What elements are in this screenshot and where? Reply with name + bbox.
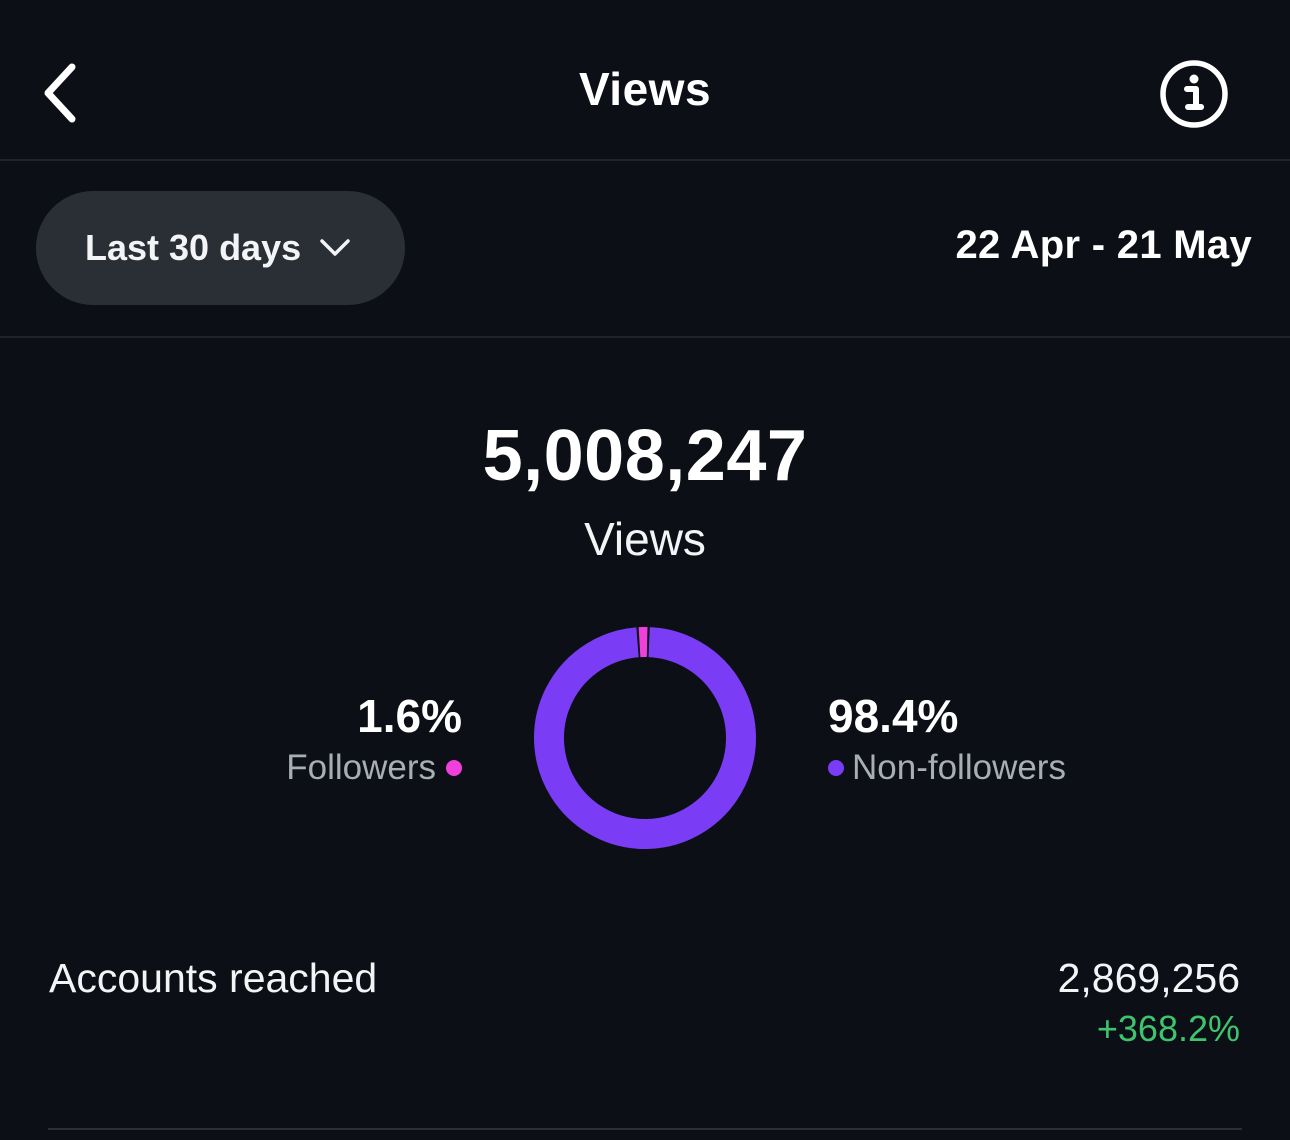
- non-followers-legend: Non-followers: [828, 744, 1066, 792]
- followers-legend-dot: [446, 760, 462, 776]
- info-button[interactable]: [1158, 58, 1230, 130]
- top-navigation-bar: Views: [0, 0, 1290, 161]
- accounts-reached-label: Accounts reached: [49, 955, 378, 1001]
- info-icon: [1160, 60, 1228, 128]
- chevron-down-icon: [319, 238, 351, 258]
- non-followers-percent: 98.4%: [828, 690, 959, 742]
- accounts-reached-change: +368.2%: [1096, 1008, 1240, 1049]
- total-views-label: Views: [584, 513, 706, 565]
- non-followers-segment: [534, 627, 756, 849]
- total-views-value: 5,008,247: [482, 416, 808, 496]
- non-followers-stat: 98.4% Non-followers: [828, 688, 1066, 792]
- date-range-text: 22 Apr - 21 May: [955, 223, 1252, 267]
- followers-stat: 1.6% Followers: [286, 688, 462, 792]
- followers-label: Followers: [286, 748, 436, 787]
- divider: [48, 1128, 1242, 1130]
- non-followers-label: Non-followers: [852, 748, 1066, 787]
- accounts-reached-value: 2,869,256: [1057, 955, 1240, 1001]
- followers-percent: 1.6%: [357, 690, 462, 742]
- page-title: Views: [578, 63, 712, 115]
- views-donut-chart: [534, 627, 756, 849]
- non-followers-legend-dot: [828, 760, 844, 776]
- date-range-dropdown[interactable]: Last 30 days: [36, 191, 405, 305]
- date-range-dropdown-label: Last 30 days: [85, 227, 302, 268]
- followers-legend: Followers: [286, 744, 462, 792]
- chevron-left-icon: [44, 63, 76, 123]
- back-button[interactable]: [30, 55, 90, 131]
- date-filter-row: Last 30 days 22 Apr - 21 May: [0, 161, 1290, 338]
